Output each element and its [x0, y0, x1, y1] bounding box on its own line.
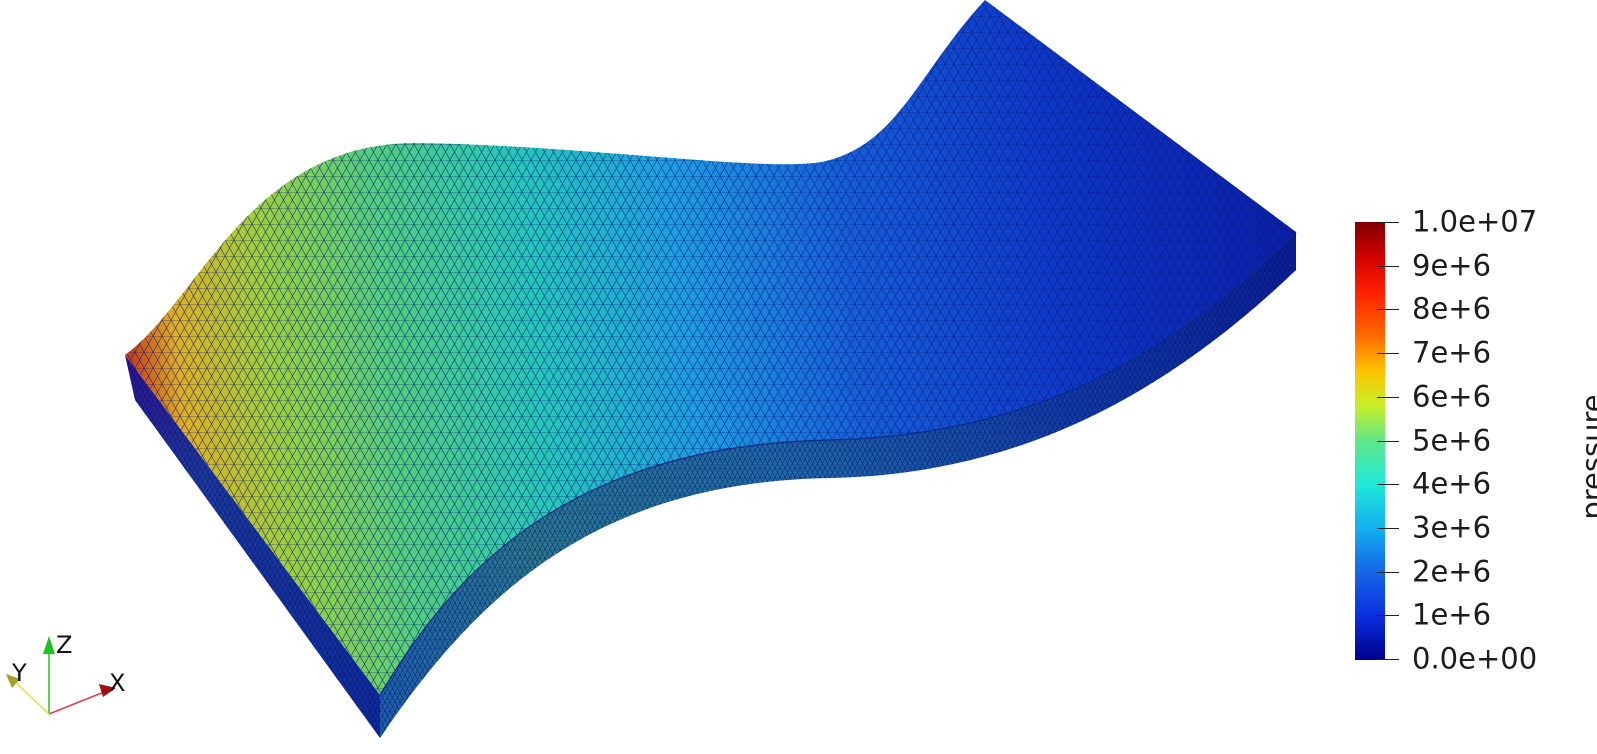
- color-legend-tick: [1377, 527, 1399, 529]
- color-legend-tick: [1377, 484, 1399, 486]
- color-legend-tick: [1377, 440, 1399, 442]
- x-axis-arrow-icon: [99, 684, 116, 697]
- color-legend-label: 5e+6: [1412, 423, 1492, 457]
- color-legend: 1.0e+07 9e+6 8e+6 7e+6 6e+6 5e+6 4e+6 3e+6 2e+6 1…: [1355, 207, 1585, 673]
- color-legend-tick: [1377, 353, 1399, 355]
- color-legend-label: 0.0e+00: [1412, 641, 1538, 676]
- color-legend-label: 6e+6: [1412, 379, 1492, 414]
- z-axis-label: Z: [56, 631, 73, 659]
- left-side-mesh: [125, 355, 380, 738]
- color-legend-tick: [1377, 309, 1399, 311]
- orientation-axes: [6, 636, 116, 715]
- color-legend-label: 4e+6: [1412, 466, 1492, 501]
- top-edge-line: [379, 231, 1297, 696]
- color-legend-tick: [1377, 571, 1399, 573]
- color-legend-label: 8e+6: [1412, 291, 1492, 326]
- color-legend-tick: [1377, 265, 1399, 267]
- color-legend-title: pressure: [1575, 394, 1597, 520]
- y-axis-arrow-icon: [6, 674, 20, 688]
- color-legend-tick: [1377, 615, 1399, 617]
- color-legend-tick: [1377, 659, 1399, 660]
- color-legend-label: 7e+6: [1412, 335, 1492, 370]
- top-surface-mesh: [125, 0, 1296, 695]
- y-axis-line: [14, 681, 50, 715]
- y-axis-label: Y: [12, 659, 27, 687]
- color-legend-tick: [1377, 396, 1399, 398]
- x-axis-label: X: [109, 669, 126, 697]
- color-legend-label: 9e+6: [1412, 248, 1492, 283]
- color-legend-label: 3e+6: [1412, 510, 1492, 545]
- color-legend-label: 1e+6: [1412, 597, 1492, 632]
- x-axis-line: [48, 691, 105, 715]
- color-legend-tick: [1377, 222, 1399, 223]
- color-legend-label: 1.0e+07: [1412, 204, 1538, 239]
- color-legend-label: 2e+6: [1412, 554, 1492, 589]
- z-axis-arrow-icon: [43, 636, 55, 654]
